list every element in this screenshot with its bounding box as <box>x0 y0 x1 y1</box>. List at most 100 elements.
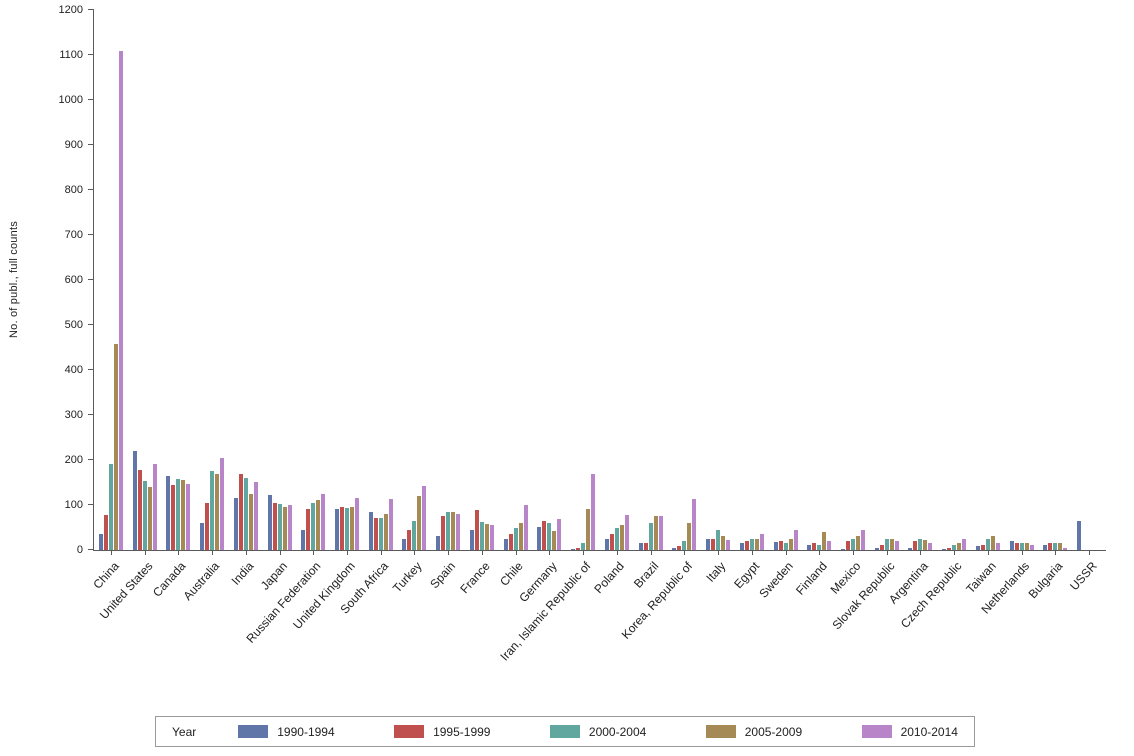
bar <box>614 528 619 550</box>
bar <box>118 51 123 550</box>
bar <box>340 507 344 550</box>
y-tick-mark <box>88 549 94 550</box>
bar-group <box>335 10 359 550</box>
x-tick-mark <box>279 550 281 555</box>
bar <box>272 503 277 550</box>
x-tick-mark <box>1021 550 1023 555</box>
bar <box>581 543 586 550</box>
bar-group <box>739 10 764 550</box>
bar <box>368 512 373 550</box>
x-tick-mark <box>380 550 382 555</box>
bar <box>739 543 744 550</box>
bar <box>103 515 108 550</box>
bar <box>975 546 980 550</box>
bar <box>378 518 383 550</box>
bar <box>306 509 311 550</box>
bar <box>980 545 985 550</box>
bar <box>783 543 788 550</box>
bar <box>508 534 513 550</box>
x-tick-mark <box>347 550 348 555</box>
bar <box>137 470 142 550</box>
bar-group <box>672 10 697 550</box>
bar <box>759 534 764 550</box>
bar <box>1063 548 1068 550</box>
bar <box>233 498 238 550</box>
bar <box>113 344 118 550</box>
bar <box>557 519 562 550</box>
bar-group <box>874 10 899 550</box>
bar <box>301 530 306 550</box>
bar-group <box>604 10 629 550</box>
y-tick-mark <box>88 144 94 145</box>
x-axis-label-text: Czech Republic <box>897 559 965 631</box>
y-tick-label: 300 <box>64 409 83 421</box>
bar <box>788 539 793 550</box>
legend-swatch <box>394 725 425 738</box>
legend-swatch <box>861 725 892 738</box>
legend-label: 2000-2004 <box>588 724 647 739</box>
x-tick-mark <box>1089 550 1091 555</box>
bar <box>874 548 879 550</box>
bar <box>142 481 147 550</box>
bar <box>648 523 653 550</box>
bar <box>542 521 547 550</box>
bar <box>884 539 889 550</box>
bar <box>677 546 682 550</box>
x-tick-mark <box>819 550 821 555</box>
x-tick-mark <box>583 550 585 555</box>
bar <box>624 515 629 550</box>
bar <box>793 530 798 550</box>
bar-group <box>267 10 292 550</box>
bar <box>846 541 850 550</box>
x-tick-mark <box>987 550 989 555</box>
x-tick-mark <box>954 550 956 555</box>
y-tick-label: 900 <box>64 139 83 151</box>
x-axis-label-text: Italy <box>703 559 729 585</box>
bar <box>469 530 474 550</box>
bar-group <box>975 10 1000 550</box>
legend-item: 2005-2009 <box>705 725 802 739</box>
legend-swatch <box>549 725 580 738</box>
y-tick-mark <box>88 54 94 55</box>
bar <box>513 528 518 550</box>
bar <box>132 451 137 550</box>
y-tick-mark <box>88 459 94 460</box>
y-tick-label: 100 <box>64 499 83 511</box>
bar <box>277 504 282 550</box>
bar-group <box>200 10 225 550</box>
bar <box>552 531 557 550</box>
bar <box>205 503 210 550</box>
bar <box>220 458 225 550</box>
y-tick-label: 800 <box>64 184 83 196</box>
bar-group <box>537 10 562 550</box>
bar <box>841 549 845 550</box>
bar <box>503 539 508 550</box>
x-tick-mark <box>684 550 686 555</box>
x-axis-label-text: Australia <box>180 559 223 604</box>
x-tick-mark <box>853 550 854 555</box>
bar <box>995 543 1000 550</box>
bar <box>942 549 947 550</box>
y-tick-mark <box>88 9 94 10</box>
bar <box>321 494 326 550</box>
y-tick-mark <box>88 324 94 325</box>
bar <box>373 518 378 550</box>
bar <box>267 495 272 550</box>
x-tick-mark <box>481 550 483 555</box>
bar <box>822 532 827 550</box>
legend-swatch <box>238 725 269 738</box>
bar <box>407 530 412 550</box>
bar <box>171 485 176 550</box>
bar <box>952 545 957 550</box>
bar <box>985 539 990 550</box>
bar <box>643 543 648 550</box>
bar <box>706 539 711 550</box>
bar <box>248 494 253 550</box>
y-tick-mark <box>88 504 94 505</box>
bar <box>778 541 783 550</box>
bar-group <box>638 10 663 550</box>
bar <box>817 545 822 550</box>
y-axis-title: No. of publ., full counts <box>8 221 20 339</box>
bar <box>1053 543 1058 550</box>
bar <box>243 478 248 550</box>
